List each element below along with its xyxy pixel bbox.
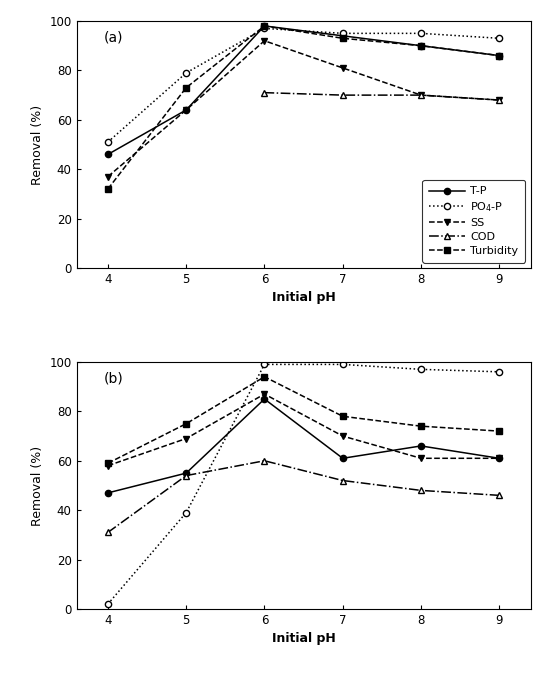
COD [340,476,346,484]
SS [261,390,267,398]
Line: PO$_4$-P: PO$_4$-P [105,361,502,607]
T-P [418,442,424,450]
X-axis label: Initial pH: Initial pH [272,632,335,645]
PO$_4$-P [261,360,267,369]
COD [261,88,267,97]
Turbidity [104,459,111,468]
PO$_4$-P [261,25,267,33]
COD [261,456,267,465]
T-P [418,41,424,50]
Line: SS: SS [105,38,502,180]
COD [340,91,346,99]
Line: PO$_4$-P: PO$_4$-P [105,25,502,145]
Turbidity [496,427,503,435]
T-P [183,469,189,477]
T-P [261,22,267,30]
T-P [340,454,346,463]
SS [340,432,346,440]
X-axis label: Initial pH: Initial pH [272,291,335,304]
SS [418,454,424,463]
SS [261,36,267,45]
COD [418,91,424,99]
Line: Turbidity: Turbidity [105,23,502,192]
T-P [496,454,503,463]
Turbidity [261,372,267,381]
COD [104,528,111,537]
Turbidity [496,51,503,60]
PO$_4$-P [418,29,424,38]
PO$_4$-P [340,29,346,38]
Legend: T-P, PO$_4$-P, SS, COD, Turbidity: T-P, PO$_4$-P, SS, COD, Turbidity [422,180,525,262]
COD [496,491,503,500]
PO$_4$-P [183,508,189,517]
T-P [104,489,111,497]
PO$_4$-P [183,69,189,77]
Text: (b): (b) [104,372,124,386]
Y-axis label: Removal (%): Removal (%) [31,445,44,526]
PO$_4$-P [496,34,503,43]
SS [340,64,346,72]
Turbidity [418,41,424,50]
COD [183,471,189,480]
PO$_4$-P [496,368,503,376]
COD [418,486,424,495]
SS [183,106,189,114]
PO$_4$-P [104,600,111,608]
T-P [261,395,267,403]
PO$_4$-P [104,138,111,146]
Line: COD: COD [105,458,502,536]
SS [496,454,503,463]
Turbidity [104,185,111,193]
Line: SS: SS [105,391,502,469]
Y-axis label: Removal (%): Removal (%) [31,104,44,185]
Line: T-P: T-P [105,396,502,496]
Line: Turbidity: Turbidity [105,374,502,466]
Turbidity [340,412,346,421]
T-P [183,106,189,114]
T-P [496,51,503,60]
Text: (a): (a) [104,31,123,45]
Line: T-P: T-P [105,23,502,158]
Turbidity [418,422,424,430]
Turbidity [261,22,267,30]
SS [418,91,424,99]
SS [104,172,111,181]
Turbidity [183,83,189,92]
T-P [104,150,111,159]
Line: COD: COD [261,90,502,103]
PO$_4$-P [340,360,346,369]
PO$_4$-P [418,365,424,374]
SS [183,434,189,442]
SS [104,461,111,470]
Turbidity [183,419,189,428]
Turbidity [340,34,346,43]
COD [496,96,503,104]
SS [496,96,503,104]
T-P [340,32,346,40]
